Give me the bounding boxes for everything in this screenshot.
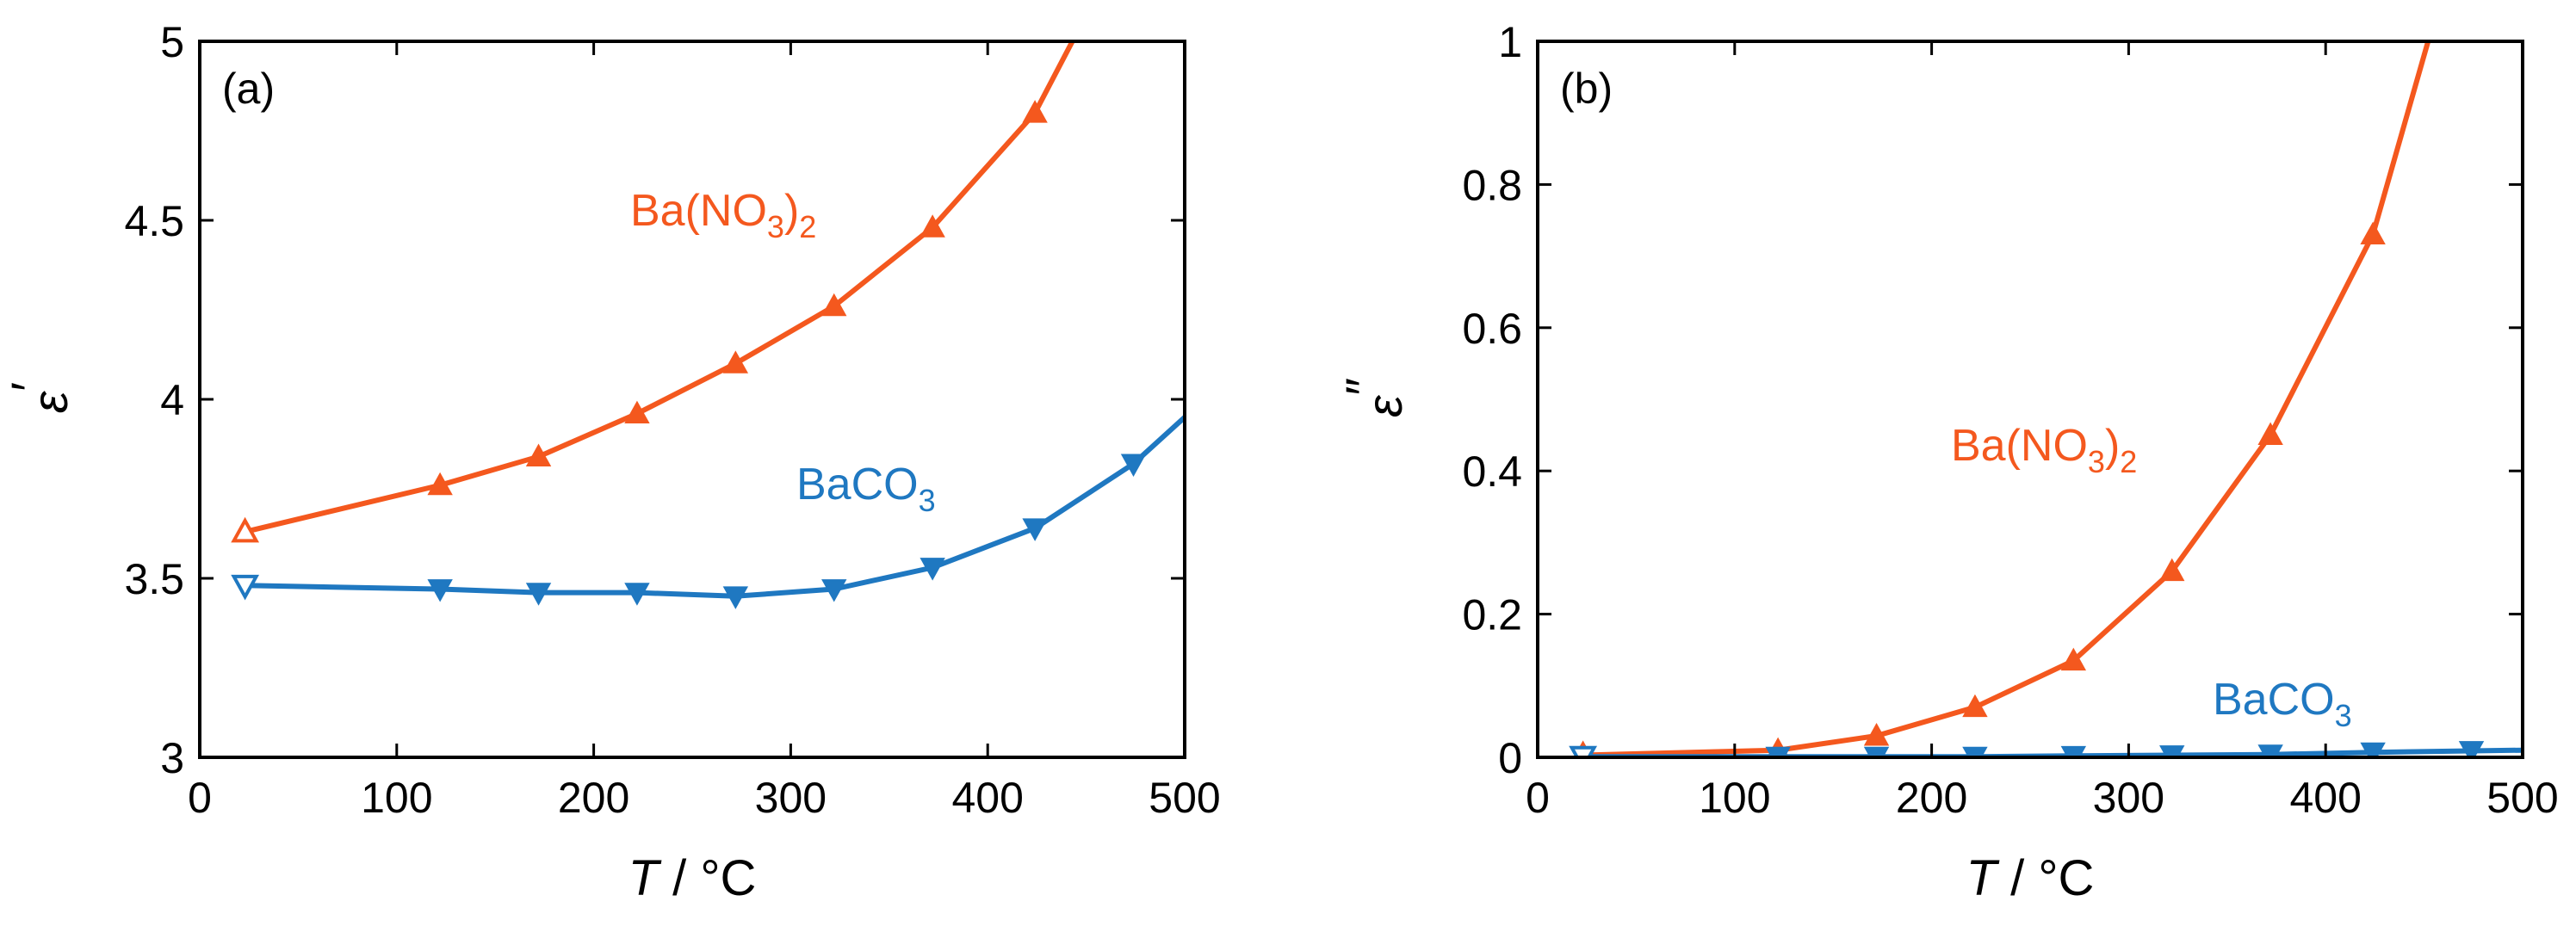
data-point-marker bbox=[722, 350, 749, 373]
x-axis-unit: / °C bbox=[659, 850, 756, 906]
data-point-marker bbox=[427, 579, 453, 602]
y-tick-label: 3.5 bbox=[124, 555, 184, 603]
x-axis-title: T / °C bbox=[629, 850, 757, 906]
data-point-marker bbox=[427, 472, 453, 496]
series-line bbox=[244, 111, 1037, 534]
data-point-marker bbox=[2257, 422, 2283, 445]
series-label-subscript: 3 bbox=[767, 209, 784, 244]
y-tick-label: 4 bbox=[160, 376, 184, 424]
x-axis-title: T / °C bbox=[1966, 850, 2095, 906]
x-axis-variable: T bbox=[629, 850, 662, 906]
series-nitrate bbox=[231, 41, 1075, 543]
y-axis-symbol: ε bbox=[22, 390, 78, 413]
y-axis-title: ε″ bbox=[1336, 378, 1413, 417]
data-point-marker bbox=[821, 579, 847, 602]
series-label-subscript: 3 bbox=[2088, 444, 2105, 479]
series-label-main: BaCO bbox=[796, 460, 919, 509]
x-tick-label: 300 bbox=[2093, 774, 2164, 822]
y-tick-label: 0.4 bbox=[1462, 448, 1522, 496]
data-point-marker bbox=[1022, 518, 1048, 541]
data-point-marker bbox=[920, 214, 945, 238]
data-point-marker bbox=[1863, 746, 1890, 757]
x-tick-label: 400 bbox=[951, 774, 1023, 822]
series-line bbox=[1582, 233, 2375, 757]
y-axis-symbol: ε bbox=[1357, 394, 1413, 417]
x-tick-label: 300 bbox=[755, 774, 827, 822]
series-line-extension bbox=[2471, 747, 2523, 754]
axes-frame bbox=[198, 40, 1186, 759]
data-point-marker bbox=[2257, 744, 2283, 757]
series-carbonate bbox=[1569, 741, 2523, 757]
y-tick-label: 4.5 bbox=[124, 197, 184, 245]
x-tick-label: 0 bbox=[188, 774, 212, 822]
data-point-marker bbox=[231, 574, 260, 601]
series-label-paren: ) bbox=[784, 186, 799, 236]
data-point-marker bbox=[1022, 100, 1048, 123]
y-tick-label: 0.8 bbox=[1462, 161, 1522, 209]
y-axis-title: ε′ bbox=[2, 382, 78, 413]
data-point-marker bbox=[2360, 742, 2386, 757]
series-label-main: Ba(NO bbox=[630, 186, 767, 236]
data-point-marker bbox=[920, 558, 945, 581]
data-point-marker bbox=[2458, 741, 2485, 757]
y-axis-prime: ″ bbox=[1336, 378, 1392, 396]
data-point-marker bbox=[821, 293, 847, 317]
x-tick-label: 500 bbox=[1149, 774, 1220, 822]
series-label-subscript: 3 bbox=[2335, 698, 2352, 733]
series-label-main: Ba(NO bbox=[1951, 421, 2088, 471]
y-tick-label: 0.2 bbox=[1462, 591, 1522, 639]
data-point-marker bbox=[2060, 647, 2087, 671]
x-tick-label: 200 bbox=[558, 774, 629, 822]
x-tick-label: 100 bbox=[1699, 774, 1770, 822]
data-point-marker bbox=[1120, 454, 1147, 477]
x-tick-label: 0 bbox=[1526, 774, 1550, 822]
data-point-marker bbox=[1765, 746, 1791, 757]
x-tick-label: 100 bbox=[361, 774, 432, 822]
y-tick-label: 1 bbox=[1498, 18, 1522, 66]
series-label-subscript-2: 2 bbox=[799, 209, 816, 244]
x-axis-unit: / °C bbox=[1997, 850, 2094, 906]
y-tick-label: 5 bbox=[160, 18, 184, 66]
series-line bbox=[245, 461, 1136, 599]
series-line-extension bbox=[1032, 41, 1075, 114]
series-label-nitrate: Ba(NO3)2 bbox=[1951, 421, 2137, 479]
x-tick-label: 500 bbox=[2486, 774, 2558, 822]
data-point-marker bbox=[1962, 694, 1988, 718]
panel-label: (a) bbox=[222, 65, 275, 113]
series-label-carbonate: BaCO3 bbox=[796, 460, 936, 518]
series-line-extension bbox=[2370, 41, 2431, 236]
data-point-marker bbox=[2360, 221, 2386, 245]
x-axis-variable: T bbox=[1966, 850, 2000, 906]
x-tick-label: 400 bbox=[2289, 774, 2361, 822]
y-tick-label: 3 bbox=[160, 734, 184, 782]
y-tick-label: 0 bbox=[1498, 734, 1522, 782]
data-point-marker bbox=[525, 583, 552, 606]
series-label-subscript-2: 2 bbox=[2120, 444, 2137, 479]
data-point-marker bbox=[624, 583, 650, 606]
series-label-subscript: 3 bbox=[919, 483, 936, 518]
panel-label: (b) bbox=[1560, 65, 1613, 113]
data-point-marker bbox=[1962, 746, 1988, 757]
series-label-nitrate: Ba(NO3)2 bbox=[630, 186, 816, 244]
data-point-marker bbox=[1569, 745, 1598, 757]
data-point-marker bbox=[525, 443, 552, 466]
series-label-paren: ) bbox=[2105, 421, 2120, 471]
series-label-carbonate: BaCO3 bbox=[2213, 675, 2352, 733]
series-nitrate bbox=[1573, 41, 2431, 757]
y-tick-label: 0.6 bbox=[1462, 305, 1522, 353]
data-point-marker bbox=[231, 516, 260, 543]
axes-frame bbox=[1536, 40, 2524, 759]
y-axis-prime: ′ bbox=[2, 382, 58, 392]
panel-a: 0 100 200 300 400 500 3 3.5 4 4.5 5 (a) T / °C ε′ Ba(N… bbox=[2, 18, 1221, 906]
data-point-marker bbox=[1863, 722, 1890, 746]
x-tick-label: 200 bbox=[1896, 774, 1967, 822]
panel-b: 0 100 200 300 400 500 0 0.2 0.4 0.6 0.8 1 (b) T / °C ε… bbox=[1336, 18, 2559, 906]
data-point-marker bbox=[2159, 558, 2185, 582]
series-label-main: BaCO bbox=[2213, 675, 2335, 725]
series-carbonate bbox=[231, 415, 1185, 609]
data-point-marker bbox=[624, 400, 650, 424]
data-point-marker bbox=[722, 586, 749, 609]
